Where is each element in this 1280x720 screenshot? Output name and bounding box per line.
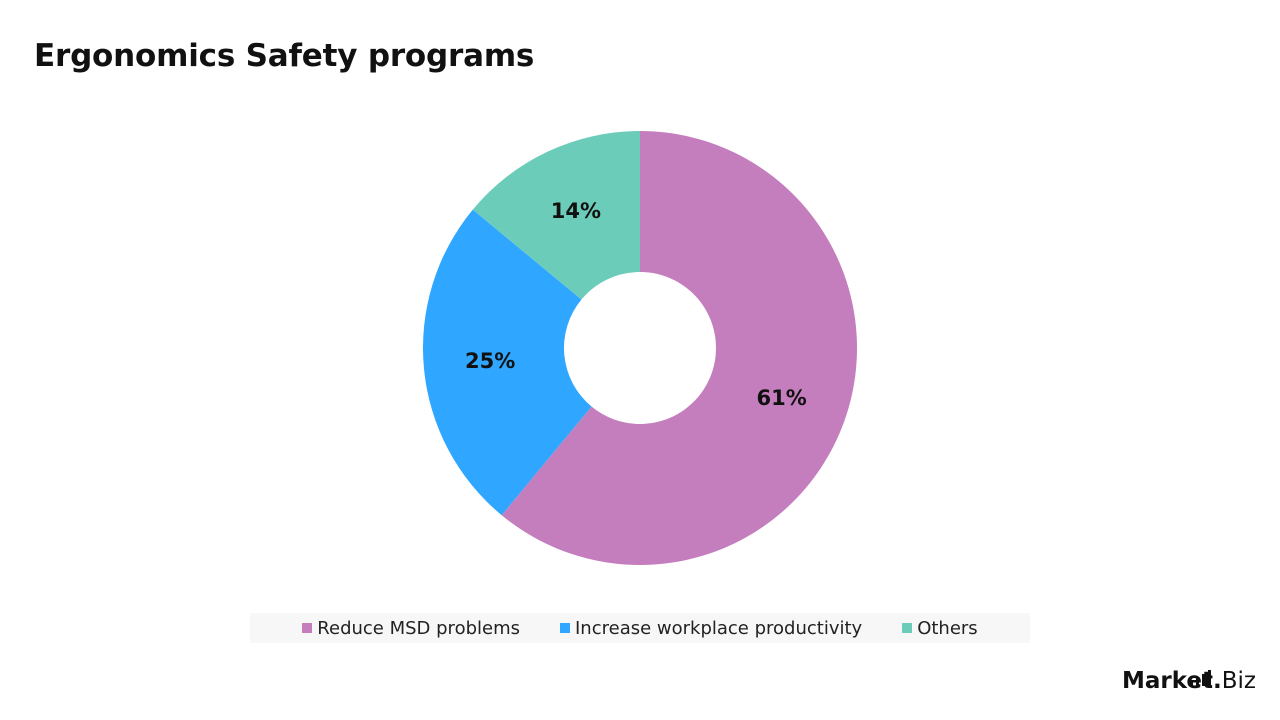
bar-chart-icon [1189, 670, 1216, 686]
legend-item-increase-productivity[interactable]: Increase workplace productivity [560, 618, 862, 639]
legend-swatch [902, 623, 913, 633]
brand-suffix: Biz [1221, 668, 1256, 694]
donut-slice-1[interactable] [501, 131, 857, 565]
legend-label: Others [917, 617, 978, 639]
slice-data-label: 61% [756, 386, 806, 410]
legend-label: Increase workplace productivity [575, 617, 863, 639]
brand-dot: . [1213, 668, 1222, 694]
legend-item-reduce-msd[interactable]: Reduce MSD problems [302, 618, 520, 639]
legend-swatch [560, 623, 570, 633]
donut-slice-2[interactable] [423, 209, 592, 516]
legend-swatch [302, 623, 313, 633]
slice-data-label: 14% [551, 199, 601, 223]
donut-slice-3[interactable] [472, 131, 640, 300]
chart-title: Ergonomics Safety programs [34, 38, 535, 74]
legend-item-others[interactable]: Others [902, 618, 978, 639]
brand-logo: Market. Biz [1122, 668, 1256, 694]
chart-legend: Reduce MSD problems Increase workplace p… [250, 613, 1030, 643]
slice-data-label: 25% [465, 349, 515, 373]
legend-label: Reduce MSD problems [317, 617, 520, 639]
